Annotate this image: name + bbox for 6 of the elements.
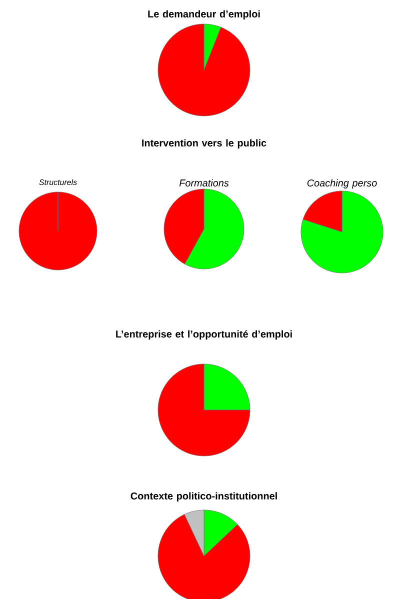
chart-title: Le demandeur d’emploi — [148, 10, 260, 20]
chart-title: L’entreprise et l’opportunité d’emploi — [116, 330, 292, 340]
chart-title: Contexte politico-institutionnel — [130, 492, 277, 502]
chart-title: Formations — [179, 179, 229, 187]
text: Intervention vers le public — [142, 139, 266, 148]
chart-title: Coaching perso — [307, 179, 377, 188]
